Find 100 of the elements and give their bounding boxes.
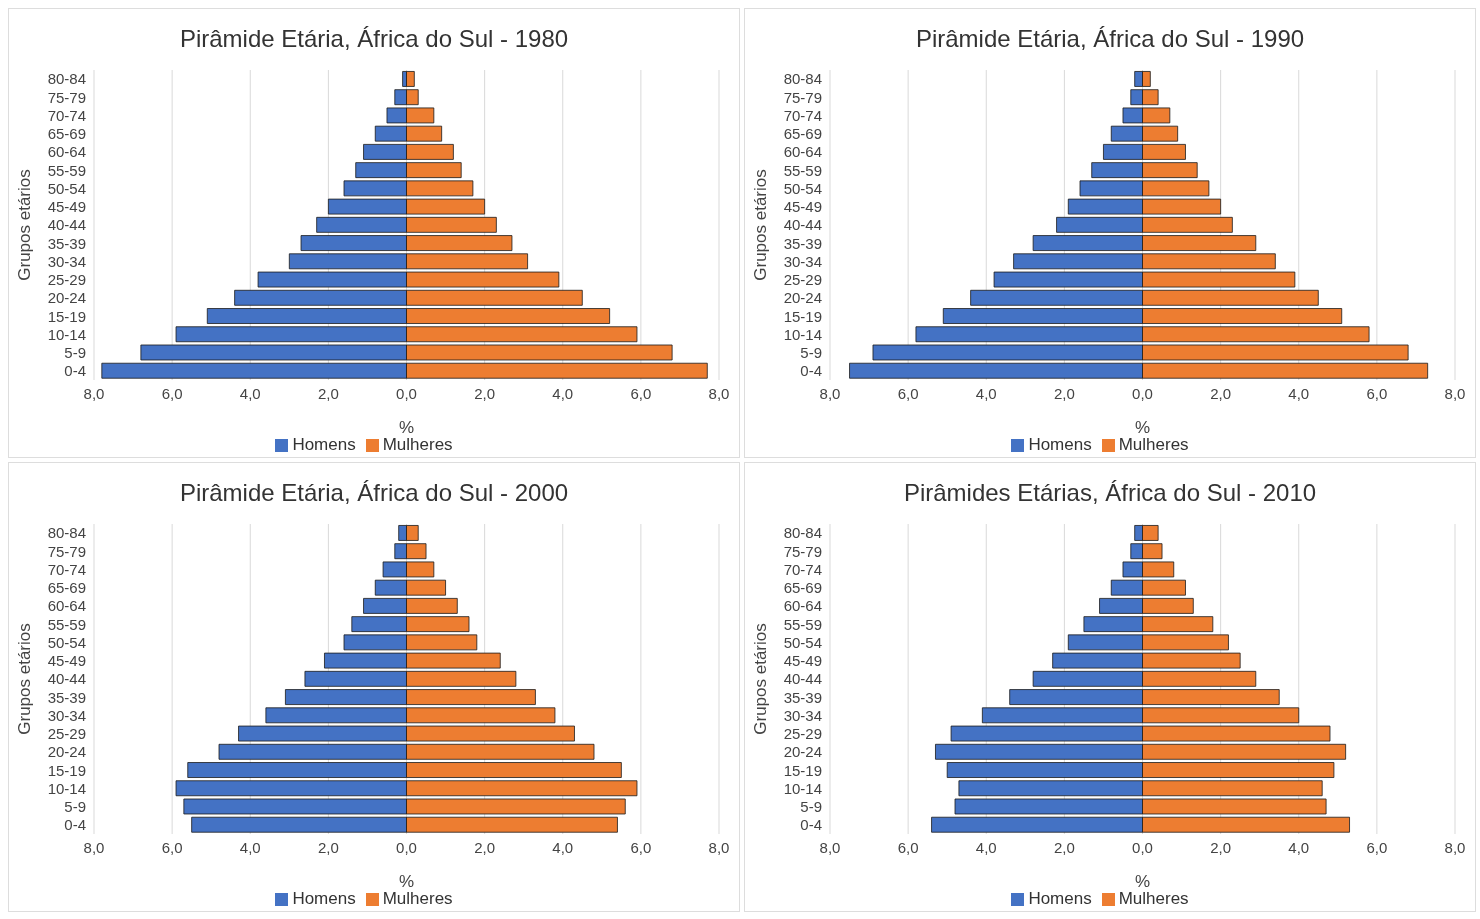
y-tick-label: 10-14 <box>783 779 822 797</box>
x-tick-label: 4,0 <box>239 838 261 856</box>
x-tick-label: 6,0 <box>1366 838 1388 856</box>
chart-title: Pirâmide Etária, África do Sul - 1980 <box>178 24 570 54</box>
y-tick-label: 55-59 <box>783 161 822 179</box>
x-tick-label: 2,0 <box>317 384 339 402</box>
y-tick-label: 30-34 <box>47 252 86 270</box>
y-tick-label: 0-4 <box>64 362 86 380</box>
y-tick-label: 70-74 <box>47 560 86 578</box>
x-tick-label: 8,0 <box>83 838 105 856</box>
y-tick-label: 25-29 <box>47 271 86 289</box>
x-tick-label: 0,0 <box>396 384 417 402</box>
x-tick-label: 2,0 <box>1210 838 1232 856</box>
y-tick-label: 70-74 <box>783 560 822 578</box>
y-tick-label: 5-9 <box>800 797 822 815</box>
legend-label: Mulheres <box>1118 435 1189 454</box>
x-tick-label: 6,0 <box>1366 384 1388 402</box>
y-tick-label: 60-64 <box>783 597 822 615</box>
x-tick-label: 4,0 <box>1288 384 1310 402</box>
y-tick-label: 20-24 <box>783 289 822 307</box>
y-tick-label: 75-79 <box>47 88 86 106</box>
y-tick-label: 15-19 <box>47 307 86 325</box>
y-tick-label: 20-24 <box>47 743 86 761</box>
y-tick-label: 45-49 <box>47 652 86 670</box>
x-tick-label: 8,0 <box>819 384 841 402</box>
y-tick-label: 45-49 <box>47 198 86 216</box>
x-tick-label: 8,0 <box>708 384 730 402</box>
y-tick-label: 75-79 <box>783 88 822 106</box>
y-tick-label: 20-24 <box>47 289 86 307</box>
chart-title: Pirâmides Etárias, África do Sul - 2010 <box>902 478 1318 508</box>
x-tick-label: 4,0 <box>552 384 574 402</box>
x-tick-label: 6,0 <box>161 384 183 402</box>
y-tick-label: 40-44 <box>783 216 822 234</box>
y-tick-label: 50-54 <box>783 179 822 197</box>
x-tick-label: 8,0 <box>83 384 105 402</box>
y-tick-label: 15-19 <box>47 761 86 779</box>
x-tick-label: 4,0 <box>1288 838 1310 856</box>
x-tick-label: 2,0 <box>474 384 496 402</box>
x-tick-label: 6,0 <box>630 384 652 402</box>
legend-label: Homens <box>1028 889 1092 908</box>
y-tick-label: 10-14 <box>47 779 86 797</box>
x-tick-label: 8,0 <box>1444 384 1466 402</box>
x-tick-label: 6,0 <box>630 838 652 856</box>
x-tick-label: 8,0 <box>708 838 730 856</box>
y-tick-label: 80-84 <box>783 524 822 542</box>
x-tick-label: 4,0 <box>975 384 997 402</box>
legend-label: Homens <box>292 435 356 454</box>
x-axis-title: % <box>1134 418 1151 437</box>
y-tick-label: 15-19 <box>783 761 822 779</box>
y-tick-label: 35-39 <box>47 688 86 706</box>
y-tick-label: 5-9 <box>800 343 822 361</box>
x-tick-label: 2,0 <box>474 838 496 856</box>
y-tick-label: 35-39 <box>783 234 822 252</box>
legend-label: Homens <box>292 889 356 908</box>
y-tick-label: 70-74 <box>47 106 86 124</box>
x-axis-title: % <box>1134 872 1151 891</box>
y-tick-label: 80-84 <box>783 70 822 88</box>
y-tick-label: 65-69 <box>783 125 822 143</box>
y-tick-label: 25-29 <box>783 271 822 289</box>
y-tick-label: 50-54 <box>783 633 822 651</box>
y-tick-label: 20-24 <box>783 743 822 761</box>
y-tick-label: 80-84 <box>47 70 86 88</box>
x-axis-title: % <box>398 418 415 437</box>
y-tick-label: 5-9 <box>64 797 86 815</box>
x-tick-label: 4,0 <box>552 838 574 856</box>
y-tick-label: 65-69 <box>783 579 822 597</box>
y-tick-label: 75-79 <box>783 542 822 560</box>
x-tick-label: 2,0 <box>1053 838 1075 856</box>
x-tick-label: 2,0 <box>317 838 339 856</box>
y-tick-label: 65-69 <box>47 125 86 143</box>
y-tick-label: 35-39 <box>783 688 822 706</box>
y-tick-label: 75-79 <box>47 542 86 560</box>
y-tick-label: 70-74 <box>783 106 822 124</box>
bar <box>406 71 415 87</box>
y-tick-label: 25-29 <box>47 725 86 743</box>
y-tick-label: 40-44 <box>47 216 86 234</box>
x-tick-label: 6,0 <box>897 838 919 856</box>
y-tick-label: 55-59 <box>47 161 86 179</box>
y-tick-label: 25-29 <box>783 725 822 743</box>
legend-label: Homens <box>1028 435 1092 454</box>
y-tick-label: 55-59 <box>783 615 822 633</box>
y-tick-label: 30-34 <box>783 706 822 724</box>
legend-label: Mulheres <box>1118 889 1189 908</box>
y-tick-label: 40-44 <box>47 670 86 688</box>
y-tick-label: 0-4 <box>64 816 86 834</box>
y-tick-label: 80-84 <box>47 524 86 542</box>
x-tick-label: 6,0 <box>897 384 919 402</box>
x-axis-title: % <box>398 872 415 891</box>
x-tick-label: 4,0 <box>975 838 997 856</box>
x-tick-label: 6,0 <box>161 838 183 856</box>
y-tick-label: 60-64 <box>783 143 822 161</box>
y-axis-title: Grupos etários <box>15 623 35 735</box>
y-tick-label: 30-34 <box>47 706 86 724</box>
y-axis-title: Grupos etários <box>15 169 35 281</box>
y-tick-label: 0-4 <box>800 816 822 834</box>
y-tick-label: 15-19 <box>783 307 822 325</box>
legend-label: Mulheres <box>382 435 453 454</box>
y-tick-label: 50-54 <box>47 633 86 651</box>
y-tick-label: 40-44 <box>783 670 822 688</box>
x-tick-label: 0,0 <box>396 838 417 856</box>
